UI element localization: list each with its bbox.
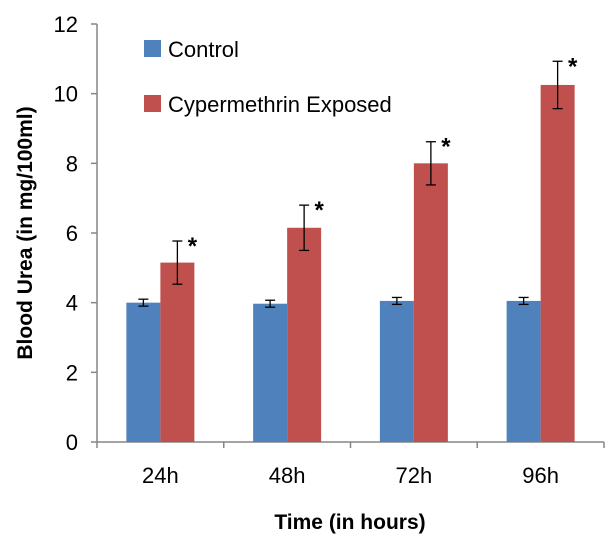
legend-label-cypermethrin: Cypermethrin Exposed (168, 92, 392, 117)
x-tick-label: 72h (396, 463, 433, 488)
y-tick-label: 8 (66, 151, 78, 176)
x-tick-label: 48h (269, 463, 306, 488)
x-axis-title: Time (in hours) (274, 511, 425, 534)
significance-markers: * * * * (188, 53, 578, 260)
bar-control-48h (253, 303, 288, 442)
error-bars (138, 60, 563, 308)
bar-control-24h (126, 302, 161, 442)
bars (126, 84, 575, 443)
x-tick-label: 96h (522, 463, 559, 488)
error-bar (518, 296, 529, 306)
legend-swatch-control (144, 40, 161, 57)
significance-asterisk: * (441, 134, 451, 161)
y-tick-label: 10 (54, 82, 78, 107)
error-bar (299, 204, 310, 252)
bar-cypermethrin-96h (540, 84, 575, 442)
legend-swatch-cypermethrin (144, 95, 161, 112)
error-bar (265, 299, 276, 308)
error-bar (138, 298, 149, 307)
x-tick-label: 24h (142, 463, 179, 488)
y-axis-title: Blood Urea (in mg/100ml) (14, 106, 37, 359)
error-bar (172, 240, 183, 285)
error-bar (425, 141, 436, 186)
significance-asterisk: * (568, 53, 578, 80)
error-bar (391, 296, 402, 306)
bar-cypermethrin-48h (287, 227, 322, 442)
y-tick-label: 6 (66, 221, 78, 246)
y-tick-label: 12 (54, 12, 78, 37)
significance-asterisk: * (314, 197, 324, 224)
x-ticks: 24h 48h 72h 96h (96, 442, 605, 488)
legend: Control Cypermethrin Exposed (144, 37, 392, 117)
y-tick-label: 2 (66, 360, 78, 385)
legend-label-control: Control (168, 37, 239, 62)
y-ticks: 0 2 4 6 8 10 12 (54, 12, 97, 455)
bar-control-96h (506, 300, 541, 442)
bar-cypermethrin-24h (160, 262, 195, 442)
significance-asterisk: * (188, 233, 198, 260)
y-tick-label: 0 (66, 430, 78, 455)
bar-cypermethrin-72h (413, 163, 448, 443)
bar-control-72h (379, 300, 414, 442)
error-bar (552, 60, 563, 110)
y-tick-label: 4 (66, 291, 78, 316)
